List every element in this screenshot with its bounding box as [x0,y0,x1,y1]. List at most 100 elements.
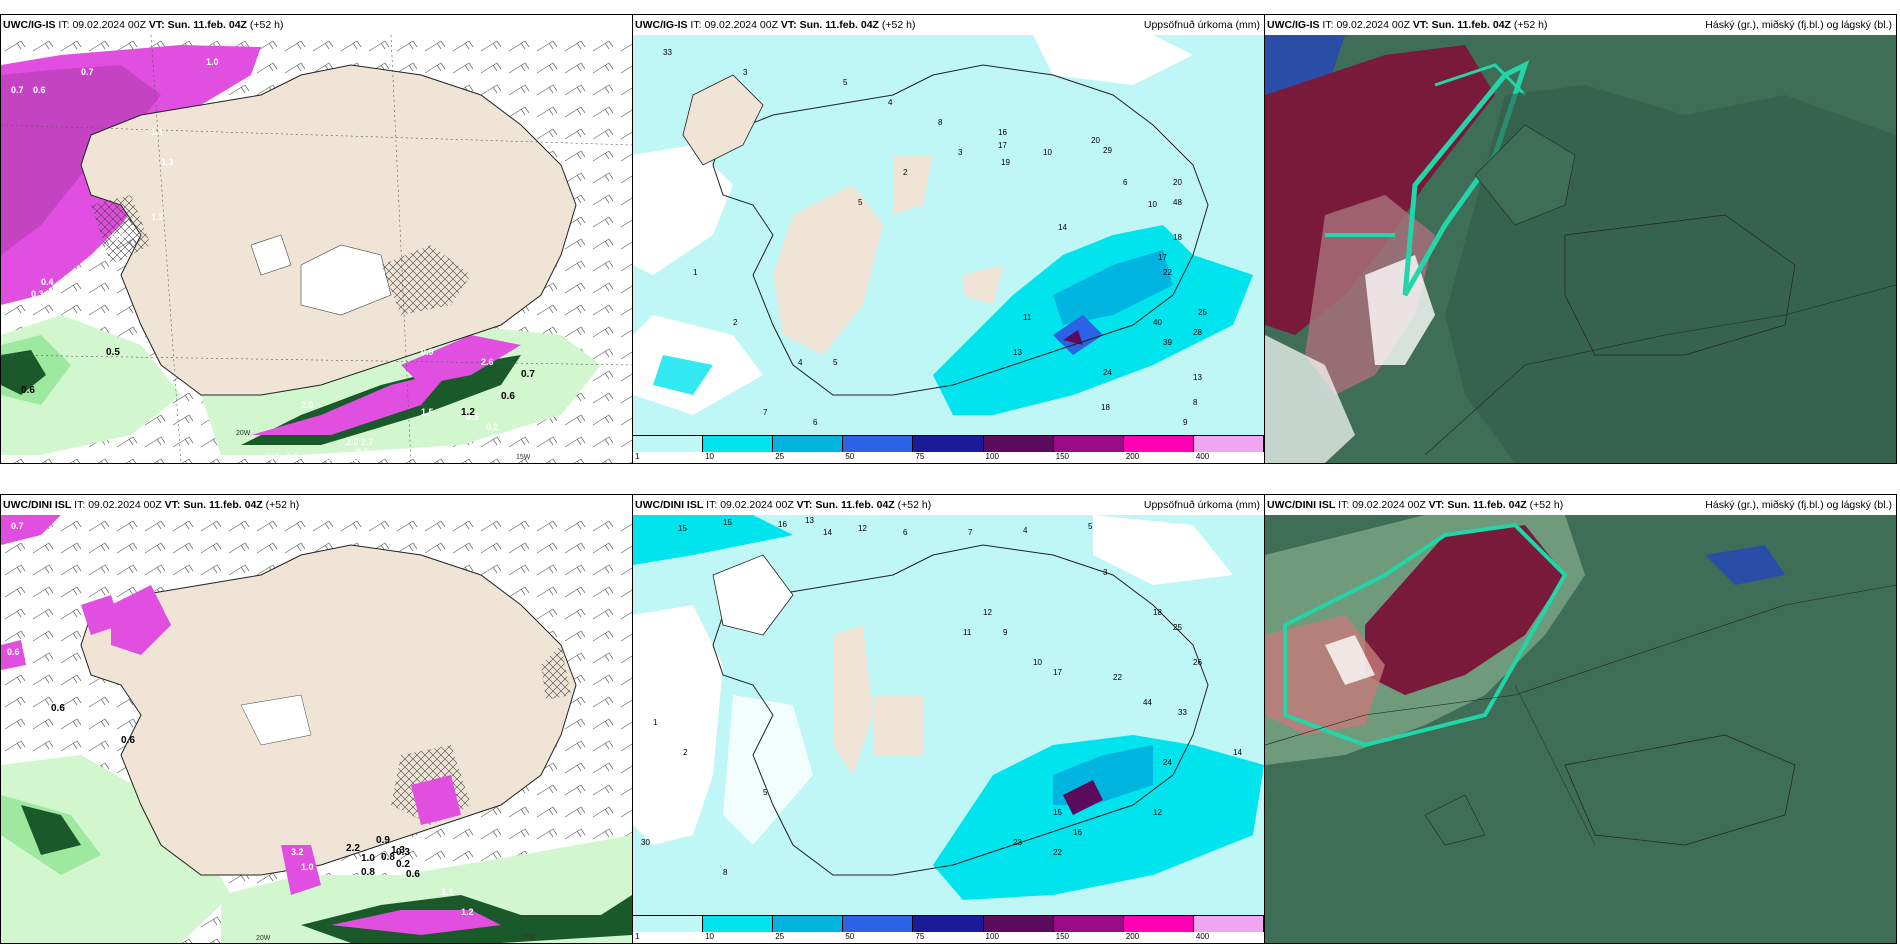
svg-text:24: 24 [1103,368,1112,377]
panel-title: Uppsöfnuð úrkoma (mm) [1143,19,1260,31]
svg-text:11: 11 [1023,313,1032,322]
svg-text:1.2: 1.2 [461,907,474,917]
legend-swatch [633,436,704,452]
svg-text:2.2: 2.2 [346,843,360,854]
svg-text:1.3: 1.3 [391,845,405,856]
svg-text:0.8: 0.8 [361,867,375,878]
svg-text:1.2: 1.2 [461,407,475,418]
legend-tick: 150 [1055,932,1070,941]
svg-text:1.0: 1.0 [286,452,299,462]
svg-text:14: 14 [1058,223,1067,232]
panel-ig-is-precip: UWC/IG-IS IT: 09.02.2024 00Z VT: Sun. 11… [632,14,1265,464]
svg-text:33: 33 [1178,708,1187,717]
legend-swatch [913,916,984,932]
svg-text:20: 20 [1091,136,1100,145]
svg-text:5: 5 [858,198,863,207]
svg-text:2.0: 2.0 [301,400,314,410]
svg-text:2: 2 [903,168,908,177]
legend-swatch [773,916,844,932]
svg-text:39: 39 [1163,338,1172,347]
svg-text:3: 3 [958,148,963,157]
svg-text:24: 24 [1163,758,1172,767]
legend-tick: 200 [1125,452,1140,461]
svg-text:16: 16 [778,520,787,529]
precip-legend: 1 10 25 50 75 100 150 200 400 [633,435,1264,463]
svg-text:3: 3 [1103,568,1108,577]
svg-text:0.6: 0.6 [21,385,35,396]
legend-swatch [1193,436,1264,452]
svg-text:0.3: 0.3 [396,847,410,858]
legend-swatch [983,916,1054,932]
svg-text:22: 22 [1113,673,1122,682]
svg-text:33: 33 [663,48,672,57]
svg-text:8: 8 [723,868,728,877]
svg-text:0.5: 0.5 [346,454,359,463]
svg-text:14: 14 [823,528,832,537]
svg-text:6: 6 [1123,178,1128,187]
legend-tick: 25 [775,452,785,461]
legend-tick: 1 [635,932,640,941]
legend-tick: 150 [1055,452,1070,461]
svg-text:17: 17 [1053,668,1062,677]
svg-text:12: 12 [858,524,867,533]
svg-text:40: 40 [1153,318,1162,327]
legend-tick: 75 [915,932,925,941]
legend-tick: 50 [845,452,855,461]
svg-text:15W: 15W [521,934,536,941]
svg-text:0.5: 0.5 [466,412,479,422]
svg-text:12: 12 [1153,808,1162,817]
svg-text:4: 4 [798,358,803,367]
svg-text:25: 25 [1173,623,1182,632]
svg-text:7: 7 [763,408,768,417]
svg-text:8: 8 [938,118,943,127]
svg-text:0.2: 0.2 [486,422,499,432]
svg-text:4: 4 [1023,526,1028,535]
svg-text:0.5: 0.5 [106,347,120,358]
svg-text:28: 28 [1193,328,1202,337]
svg-text:22: 22 [1163,268,1172,277]
svg-text:7: 7 [968,528,973,537]
svg-text:44: 44 [1143,698,1152,707]
svg-text:3.2: 3.2 [291,847,304,857]
panel-header: UWC/IG-IS IT: 09.02.2024 00Z VT: Sun. 11… [633,15,1264,35]
svg-text:1.2: 1.2 [151,212,164,222]
svg-text:0.6: 0.6 [121,735,135,746]
svg-text:0.2: 0.2 [396,859,410,870]
svg-text:10: 10 [1148,200,1157,209]
panel-header: UWC/DINI ISL IT: 09.02.2024 00Z VT: Sun.… [1265,495,1896,515]
svg-text:1.1: 1.1 [151,127,164,137]
svg-text:16: 16 [998,128,1007,137]
svg-text:1: 1 [653,718,658,727]
svg-text:14: 14 [1233,748,1242,757]
snow-label: 1.0 [206,57,219,67]
cloud-map [1265,515,1896,943]
legend-tick: 75 [915,452,925,461]
cloud-map [1265,35,1896,463]
svg-text:17: 17 [1158,253,1167,262]
svg-text:18: 18 [1153,608,1162,617]
svg-text:1: 1 [693,268,698,277]
svg-text:10: 10 [1033,658,1042,667]
legend-tick: 400 [1195,452,1210,461]
legend-swatch [1123,436,1194,452]
svg-text:5: 5 [833,358,838,367]
svg-text:20W: 20W [256,935,271,942]
svg-text:10: 10 [1043,148,1052,157]
svg-text:0.6: 0.6 [7,647,20,657]
svg-text:0.7: 0.7 [81,67,94,77]
svg-text:12: 12 [983,608,992,617]
svg-text:1.1: 1.1 [441,887,454,897]
svg-text:5: 5 [1088,522,1093,531]
svg-text:11: 11 [963,628,972,637]
legend-swatch [703,436,774,452]
svg-text:0.2: 0.2 [356,447,369,457]
svg-text:0.7: 0.7 [11,521,24,531]
svg-text:1.0: 1.0 [361,853,375,864]
legend-swatch [983,436,1054,452]
svg-text:20: 20 [1173,178,1182,187]
svg-text:0.6: 0.6 [406,869,420,880]
svg-text:0.3: 0.3 [31,289,44,299]
